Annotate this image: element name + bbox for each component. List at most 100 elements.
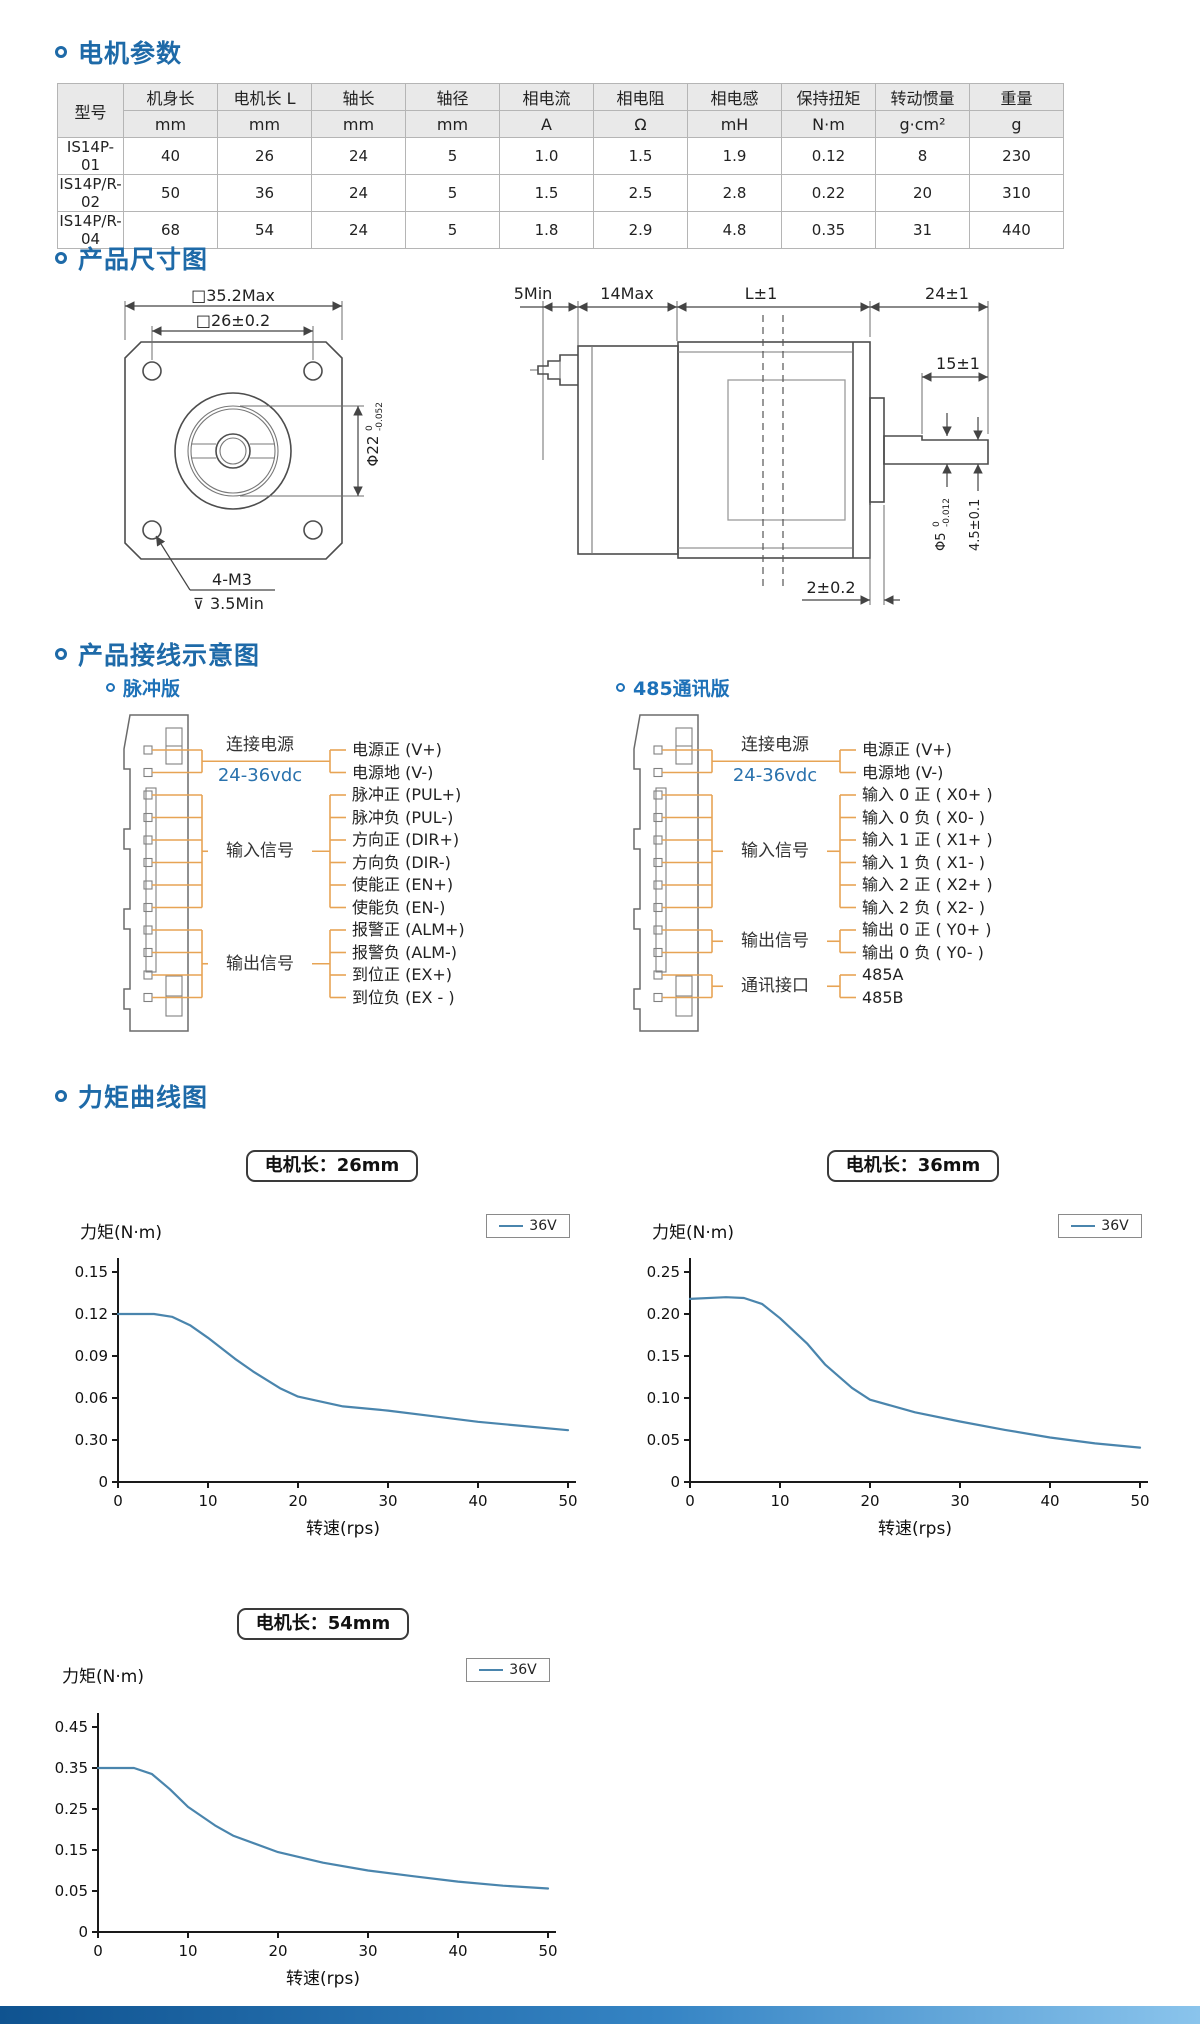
column-header-model: 型号 <box>57 83 124 138</box>
y-tick-label: 0 <box>78 1923 88 1941</box>
y-tick-label: 0.25 <box>55 1800 88 1818</box>
connector-pin <box>653 880 663 890</box>
signal-label: 输出 0 负 ( Y0- ) <box>862 942 984 962</box>
y-tick-label: 0.15 <box>75 1263 108 1281</box>
signal-label: 方向负 (DIR-) <box>352 852 451 872</box>
column-unit: mm <box>405 110 500 138</box>
connector-pin <box>143 902 153 913</box>
torque-curve <box>116 1312 570 1432</box>
shaft-boss-circle <box>215 433 251 469</box>
connector-pin <box>653 835 663 845</box>
connector-outline <box>123 714 189 1032</box>
value-cell: 20 <box>875 174 970 212</box>
x-axis-title: 转速(rps) <box>306 1519 380 1539</box>
signal-label: 电源地 (V-) <box>862 762 944 782</box>
torque-chart-36mm: 电机长：36mm 力矩(N·m) 36V 0.25 0.20 0.15 0.10 0.0… <box>600 1140 1180 1540</box>
connector-pin <box>653 790 663 800</box>
section-bullet-icon <box>55 46 67 58</box>
section-title-text: 电机参数 <box>78 39 183 68</box>
pilot-circle-inner <box>190 408 276 494</box>
value-cell: 24 <box>311 174 406 212</box>
y-axis-title: 力矩(N·m) <box>652 1223 734 1243</box>
model-cell: IS14P/R-02 <box>57 174 124 212</box>
column-header: 相电流 <box>499 83 594 111</box>
stator-inner-outline <box>727 379 846 521</box>
subsection-bullet-icon <box>106 683 115 692</box>
value-cell: 230 <box>969 137 1064 175</box>
shaft-outline <box>883 435 989 465</box>
value-cell: 50 <box>123 174 218 212</box>
value-cell: 2.9 <box>593 211 688 249</box>
connector-outline <box>633 714 699 1032</box>
y-tick-label: 0.09 <box>75 1347 108 1365</box>
motor-body-outline <box>677 341 871 559</box>
dim-holes-label: 4-M3 <box>212 570 252 589</box>
wire-group-label: 通讯接口 <box>741 976 809 997</box>
chart-legend: 36V <box>1058 1214 1142 1238</box>
signal-label: 脉冲负 (PUL-) <box>352 807 454 827</box>
value-cell: 36 <box>217 174 312 212</box>
signal-label: 脉冲正 (PUL+) <box>352 785 462 804</box>
y-tick-label: 0.35 <box>55 1759 88 1777</box>
value-cell: 0.12 <box>781 137 876 175</box>
connector-pin <box>143 947 153 958</box>
column-unit: mH <box>687 110 782 138</box>
x-tick-label: 40 <box>468 1492 487 1510</box>
section-title-wiring: 产品接线示意图 <box>55 636 260 672</box>
pilot-tol-upper: 0 <box>365 425 375 431</box>
connector-pin <box>653 812 663 823</box>
x-tick-label: 0 <box>93 1942 103 1960</box>
pilot-boss-outline <box>869 397 885 503</box>
x-tick-label: 30 <box>358 1942 377 1960</box>
x-axis-title: 转速(rps) <box>878 1519 952 1539</box>
column-unit: Ω <box>593 110 688 138</box>
signal-label: 报警负 (ALM-) <box>352 942 458 962</box>
value-cell: 2.5 <box>593 174 688 212</box>
mounting-hole <box>142 361 162 381</box>
signal-label: 电源地 (V-) <box>352 762 434 782</box>
legend-line-sample <box>1071 1225 1096 1227</box>
x-tick-label: 0 <box>685 1492 695 1510</box>
dim-flat-label-group: 4.5±0.1 <box>968 499 983 551</box>
wiring-diagram-485: 485通讯版 连接电源 24-36vdc 电源正 (V+) 电源地 (V-) 输入信号输… <box>600 670 1100 1060</box>
x-tick-label: 20 <box>288 1492 307 1510</box>
x-tick-label: 20 <box>268 1942 287 1960</box>
torque-plot: 0.25 0.20 0.15 0.10 0.05 00 10 20 30 40 50 <box>647 1258 1150 1510</box>
table-row: IS14P-01 40 26 24 5 1.0 1.5 1.9 0.12 8 230 <box>57 137 1064 175</box>
y-tick-label: 0.10 <box>647 1389 680 1407</box>
wire-group-label: 连接电源 <box>226 735 294 756</box>
legend-line-sample <box>499 1225 524 1227</box>
table-row: IS14P/R-02 50 36 24 5 1.5 2.5 2.8 0.22 20 310 <box>57 174 1064 212</box>
motor-face-circle <box>174 392 292 510</box>
y-tick-label: 0.15 <box>55 1841 88 1859</box>
value-cell: 1.8 <box>499 211 594 249</box>
x-tick-label: 30 <box>378 1492 397 1510</box>
side-view-drawing: 5Min 14Max L±1 24±1 15±1 Φ5 0 -0.012 <box>514 284 989 605</box>
connector-pin <box>143 857 153 868</box>
dim-outer-label: □35.2Max <box>191 286 275 305</box>
dim-housing-label: 14Max <box>600 284 653 303</box>
dim-body-label: L±1 <box>745 284 778 303</box>
power-voltage-label: 24-36vdc <box>732 765 818 787</box>
column-unit: g·cm² <box>875 110 970 138</box>
signal-label: 电源正 (V+) <box>352 740 442 759</box>
y-axis-title: 力矩(N·m) <box>80 1223 162 1243</box>
signal-label: 使能正 (EN+) <box>352 875 454 894</box>
section-title-text: 产品尺寸图 <box>78 245 209 274</box>
connector-slot <box>145 787 157 973</box>
value-cell: 4.8 <box>687 211 782 249</box>
y-tick-label: 0.45 <box>55 1718 88 1736</box>
column-header: 相电感 <box>687 83 782 111</box>
subsection-title-485: 485通讯版 <box>616 674 730 701</box>
front-view-drawing: □35.2Max □26±0.2 Φ22 0 -0.052 4-M3 ⊽ 3.5… <box>124 286 385 613</box>
signal-label: 输出 0 正 ( Y0+ ) <box>862 920 992 939</box>
value-cell: 2.8 <box>687 174 782 212</box>
x-tick-label: 50 <box>538 1942 557 1960</box>
signal-label: 输入 0 负 ( X0- ) <box>862 807 986 827</box>
signal-label: 输入 1 负 ( X1- ) <box>862 852 986 872</box>
value-cell: 8 <box>875 137 970 175</box>
signal-label: 电源正 (V+) <box>862 740 952 759</box>
mounting-hole <box>303 361 323 381</box>
power-voltage-label: 24-36vdc <box>217 765 303 787</box>
column-unit: g <box>969 110 1064 138</box>
